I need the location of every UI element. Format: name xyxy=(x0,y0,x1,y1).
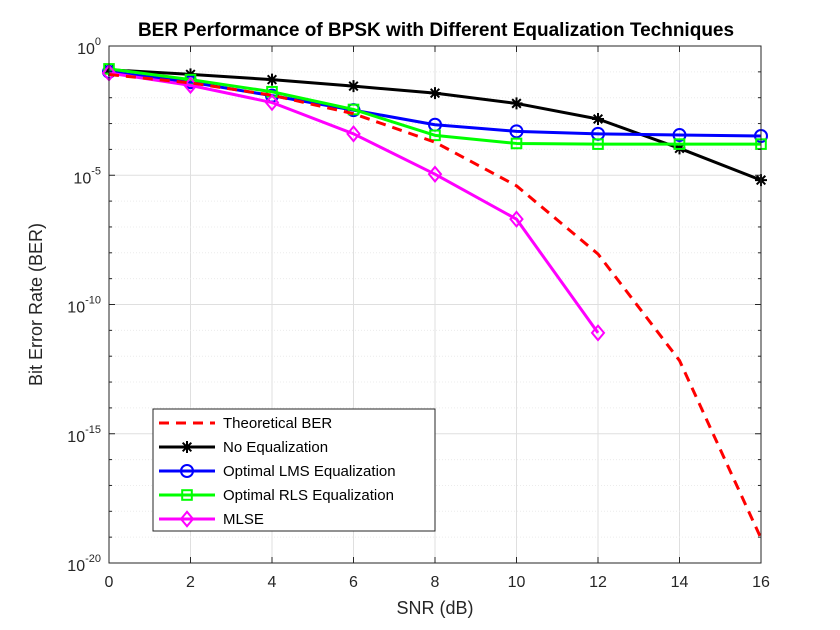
data-point xyxy=(266,73,278,86)
legend-label: No Equalization xyxy=(223,439,328,456)
x-tick-label: 6 xyxy=(349,574,358,591)
data-point xyxy=(590,324,606,342)
chart-title: BER Performance of BPSK with Different E… xyxy=(138,20,734,41)
series-layer xyxy=(101,63,768,539)
legend-entry: Optimal RLS Equalization xyxy=(159,487,394,504)
legend-entry: Optimal LMS Equalization xyxy=(159,463,396,480)
y-tick-label: 10-10 xyxy=(67,295,101,317)
data-point xyxy=(429,129,441,142)
data-point xyxy=(179,510,195,528)
legend-entry: MLSE xyxy=(159,510,264,528)
legend-label: Theoretical BER xyxy=(223,415,332,432)
series-line xyxy=(108,73,763,539)
y-axis-label: Bit Error Rate (BER) xyxy=(26,223,46,386)
data-point xyxy=(510,137,523,150)
series-theoretical-ber xyxy=(108,73,763,539)
y-tick-label: 10-15 xyxy=(67,424,101,446)
data-point xyxy=(181,489,193,501)
x-tick-label: 4 xyxy=(268,574,277,591)
data-point xyxy=(347,103,360,116)
x-tick-label: 12 xyxy=(589,574,607,591)
data-point xyxy=(429,87,441,100)
data-point xyxy=(509,124,524,139)
legend-entry: Theoretical BER xyxy=(159,415,332,432)
legend-label: Optimal LMS Equalization xyxy=(223,463,396,480)
data-point xyxy=(509,210,524,228)
x-tick-label: 8 xyxy=(431,574,440,591)
data-point xyxy=(346,125,361,143)
y-tick-label: 100 xyxy=(77,36,101,58)
x-tick-label: 16 xyxy=(752,574,770,591)
data-point xyxy=(181,441,193,453)
legend-label: Optimal RLS Equalization xyxy=(223,487,394,504)
data-point xyxy=(592,112,604,125)
x-axis-label: SNR (dB) xyxy=(396,598,473,618)
x-tick-label: 14 xyxy=(671,574,689,591)
data-point xyxy=(672,128,687,143)
x-tick-label: 0 xyxy=(105,574,114,591)
series-line xyxy=(108,67,761,146)
x-tick-label: 2 xyxy=(186,574,195,591)
legend-entry: No Equalization xyxy=(159,439,328,456)
series-line xyxy=(108,71,600,334)
data-point xyxy=(427,165,443,183)
ticks: 0 2 4 6 8 10 12 14 16 100 10-5 10-10 10-15 10-20 xyxy=(67,36,770,591)
y-tick-label: 10-5 xyxy=(73,165,101,187)
x-tick-label: 10 xyxy=(508,574,526,591)
legend-label: MLSE xyxy=(223,511,264,528)
data-point xyxy=(510,97,523,110)
legend: Theoretical BER No Equalization Optimal LM… xyxy=(152,408,436,532)
data-point xyxy=(180,464,194,478)
data-point xyxy=(347,80,360,93)
data-point xyxy=(673,138,686,150)
y-tick-label: 10-20 xyxy=(67,553,101,575)
data-point xyxy=(264,93,280,112)
data-point xyxy=(592,138,604,150)
